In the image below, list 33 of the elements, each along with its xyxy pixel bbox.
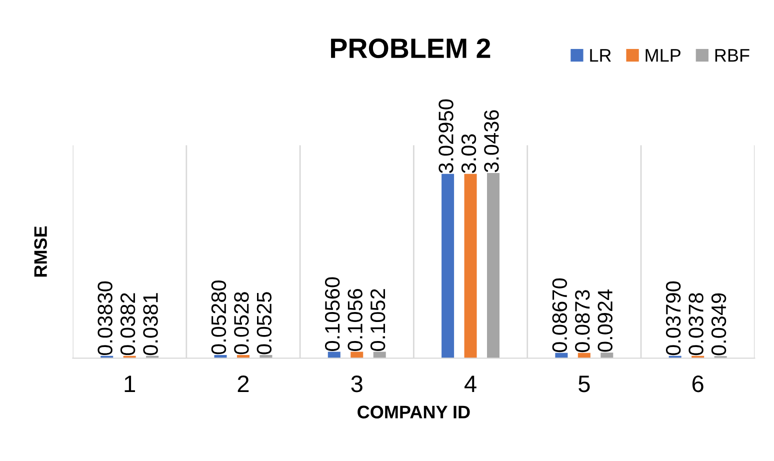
data-label: 0.10560 [324,277,340,351]
data-label: 0.03790 [666,281,681,356]
data-label: 0.0924 [598,289,612,352]
data-label: 0.1052 [370,289,386,351]
bar [442,174,454,358]
x-tick-label: 1 [124,376,135,392]
data-label: 0.0349 [711,293,726,356]
data-label: 0.0378 [688,293,704,356]
x-tick-label: 4 [464,376,476,392]
x-tick-label: 2 [238,375,249,392]
legend-label: MLP [646,49,680,62]
data-label: 0.1056 [348,288,362,351]
data-label: 0.0528 [234,292,249,354]
x-tick-label: 3 [351,375,362,392]
bar [464,174,477,358]
x-axis-title: COMPANY ID [358,406,470,418]
data-label: 0.05280 [211,280,226,354]
data-label: 0.03830 [98,281,112,356]
chart-title: PROBLEM 2 [331,38,490,58]
data-label: 3.03 [461,134,476,174]
y-axis-title: RMSE [34,226,47,277]
legend-label: RBF [715,49,750,62]
bar [487,172,500,358]
legend-label: LR [590,49,611,62]
data-label: 0.0381 [143,293,158,356]
data-label: 3.0436 [484,110,499,172]
x-tick-label: 5 [578,376,590,392]
data-label: 3.02950 [438,99,454,174]
x-tick-label: 6 [692,375,704,392]
data-label: 0.08670 [552,278,568,352]
data-label: 0.0382 [120,293,136,356]
data-label: 0.0873 [575,290,590,352]
data-label: 0.0525 [256,292,272,354]
